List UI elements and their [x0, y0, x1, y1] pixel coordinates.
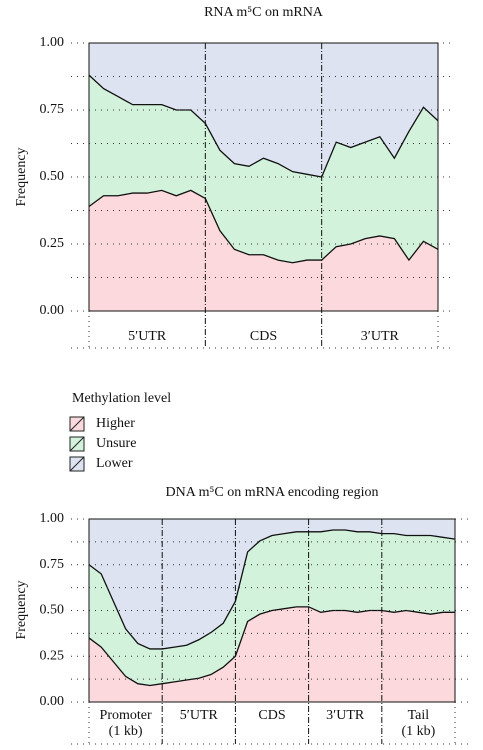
y-tick-label: 0.25: [40, 648, 65, 663]
region-label: 5′UTR: [180, 708, 219, 723]
y-tick-label: 0.75: [40, 557, 65, 572]
region-label: 5′UTR: [128, 329, 167, 344]
y-tick-label: 0.50: [40, 169, 65, 184]
region-label: (1 kb): [109, 724, 143, 739]
area: [89, 519, 455, 649]
area: [89, 75, 438, 263]
region-label: Promoter: [100, 708, 152, 723]
legend-slash: [69, 416, 85, 432]
legend-title: Methylation level: [72, 391, 171, 406]
region-label: CDS: [258, 708, 285, 723]
y-axis-label: Frequency: [14, 580, 29, 639]
legend-label: Higher: [96, 416, 135, 431]
y-tick-label: 0.75: [40, 102, 65, 117]
chart-title: DNA m⁵C on mRNA encoding region: [166, 485, 379, 500]
boundary-line: [88, 189, 439, 264]
y-tick-label: 0.00: [40, 303, 65, 318]
region-label: 3′UTR: [326, 708, 365, 723]
y-tick-label: 0.50: [40, 603, 65, 618]
legend-slash: [69, 456, 85, 472]
boundary-line: [88, 74, 439, 178]
region-label: Tail: [408, 708, 430, 723]
y-tick-label: 0.00: [40, 694, 65, 709]
legend-label: Unsure: [96, 436, 136, 451]
area: [89, 606, 455, 702]
legend-slash: [69, 436, 85, 452]
plot-frame: [88, 518, 456, 703]
legend-label: Lower: [96, 456, 133, 471]
area: [89, 190, 438, 311]
region-label: 3′UTR: [361, 329, 400, 344]
boundary-line: [88, 606, 455, 687]
boundary-line: [88, 529, 456, 650]
region-label: (1 kb): [401, 724, 435, 739]
y-tick-label: 0.25: [40, 236, 65, 251]
y-axis-label: Frequency: [14, 147, 29, 206]
region-label: CDS: [250, 329, 277, 344]
chart-title: RNA m⁵C on mRNA: [204, 5, 324, 20]
plot-frame: [88, 42, 439, 312]
y-tick-label: 1.00: [40, 35, 65, 50]
y-tick-label: 1.00: [40, 511, 65, 526]
